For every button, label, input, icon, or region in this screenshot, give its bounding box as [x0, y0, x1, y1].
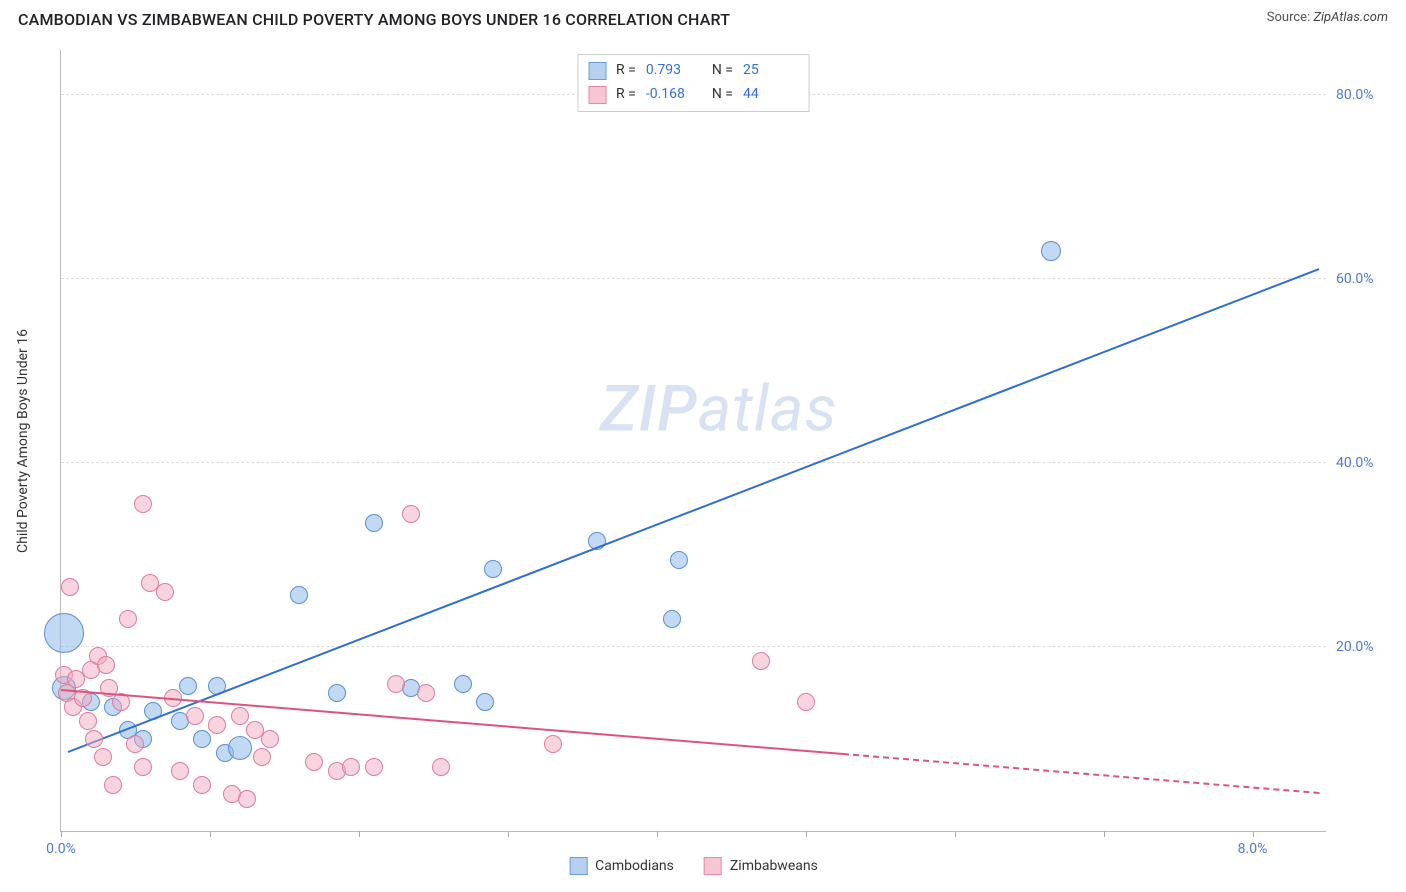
- x-tick: [657, 831, 658, 837]
- x-tick: [61, 831, 62, 837]
- data-point: [186, 707, 204, 725]
- data-point: [365, 758, 383, 776]
- data-point: [119, 610, 137, 628]
- gridline: [61, 462, 1326, 463]
- x-tick-label: 8.0%: [1238, 841, 1268, 857]
- legend-bottom: Cambodians Zimbabweans: [569, 857, 818, 875]
- r-value: -0.168: [646, 83, 702, 107]
- trend-line: [843, 753, 1320, 794]
- legend-stats-box: R = 0.793 N = 25 R = -0.168 N = 44: [577, 54, 810, 112]
- data-point: [670, 551, 688, 569]
- data-point: [134, 758, 152, 776]
- y-tick-label: 20.0%: [1336, 639, 1396, 655]
- data-point: [208, 716, 226, 734]
- r-label: R =: [616, 59, 636, 83]
- data-point: [1041, 241, 1061, 261]
- x-tick: [806, 831, 807, 837]
- x-tick: [955, 831, 956, 837]
- data-point: [193, 776, 211, 794]
- legend-label: Cambodians: [595, 858, 674, 874]
- data-point: [44, 613, 84, 653]
- data-point: [454, 675, 472, 693]
- data-point: [193, 730, 211, 748]
- n-value: 25: [743, 59, 799, 83]
- data-point: [156, 583, 174, 601]
- data-point: [476, 693, 494, 711]
- legend-item: Cambodians: [569, 857, 674, 875]
- x-tick: [1253, 831, 1254, 837]
- data-point: [79, 712, 97, 730]
- legend-item: Zimbabweans: [704, 857, 818, 875]
- n-label: N =: [712, 59, 733, 83]
- plot-area: Child Poverty Among Boys Under 16 ZIPatl…: [60, 50, 1326, 832]
- data-point: [61, 578, 79, 596]
- x-tick: [210, 831, 211, 837]
- data-point: [544, 735, 562, 753]
- data-point: [797, 693, 815, 711]
- watermark: ZIPatlas: [600, 372, 838, 447]
- data-point: [365, 514, 383, 532]
- data-point: [97, 656, 115, 674]
- x-tick: [1104, 831, 1105, 837]
- data-point: [387, 675, 405, 693]
- x-tick: [508, 831, 509, 837]
- legend-stat-row: R = -0.168 N = 44: [588, 83, 799, 107]
- legend-stat-row: R = 0.793 N = 25: [588, 59, 799, 83]
- data-point: [253, 748, 271, 766]
- scatter-chart: Child Poverty Among Boys Under 16 ZIPatl…: [60, 50, 1326, 832]
- data-point: [104, 776, 122, 794]
- gridline: [61, 278, 1326, 279]
- data-point: [134, 495, 152, 513]
- x-tick: [359, 831, 360, 837]
- data-point: [402, 505, 420, 523]
- data-point: [238, 790, 256, 808]
- n-value: 44: [743, 83, 799, 107]
- data-point: [432, 758, 450, 776]
- legend-swatch: [588, 62, 606, 80]
- data-point: [328, 684, 346, 702]
- gridline: [61, 646, 1326, 647]
- data-point: [290, 586, 308, 604]
- data-point: [305, 753, 323, 771]
- data-point: [94, 748, 112, 766]
- data-point: [261, 730, 279, 748]
- legend-label: Zimbabweans: [730, 858, 818, 874]
- data-point: [179, 677, 197, 695]
- data-point: [752, 652, 770, 670]
- trend-line: [68, 268, 1320, 753]
- data-point: [342, 758, 360, 776]
- data-point: [85, 730, 103, 748]
- r-label: R =: [616, 83, 636, 107]
- y-tick-label: 80.0%: [1336, 87, 1396, 103]
- r-value: 0.793: [646, 59, 702, 83]
- y-axis-title: Child Poverty Among Boys Under 16: [15, 329, 31, 553]
- data-point: [484, 560, 502, 578]
- y-tick-label: 40.0%: [1336, 455, 1396, 471]
- legend-swatch: [588, 86, 606, 104]
- data-point: [417, 684, 435, 702]
- source-label: Source: ZipAtlas.com: [1267, 10, 1388, 25]
- data-point: [231, 707, 249, 725]
- y-tick-label: 60.0%: [1336, 271, 1396, 287]
- n-label: N =: [712, 83, 733, 107]
- data-point: [663, 610, 681, 628]
- data-point: [171, 762, 189, 780]
- chart-title: CAMBODIAN VS ZIMBABWEAN CHILD POVERTY AM…: [18, 10, 730, 29]
- legend-swatch: [704, 857, 722, 875]
- data-point: [126, 735, 144, 753]
- legend-swatch: [569, 857, 587, 875]
- x-tick-label: 0.0%: [46, 841, 76, 857]
- data-point: [228, 736, 252, 760]
